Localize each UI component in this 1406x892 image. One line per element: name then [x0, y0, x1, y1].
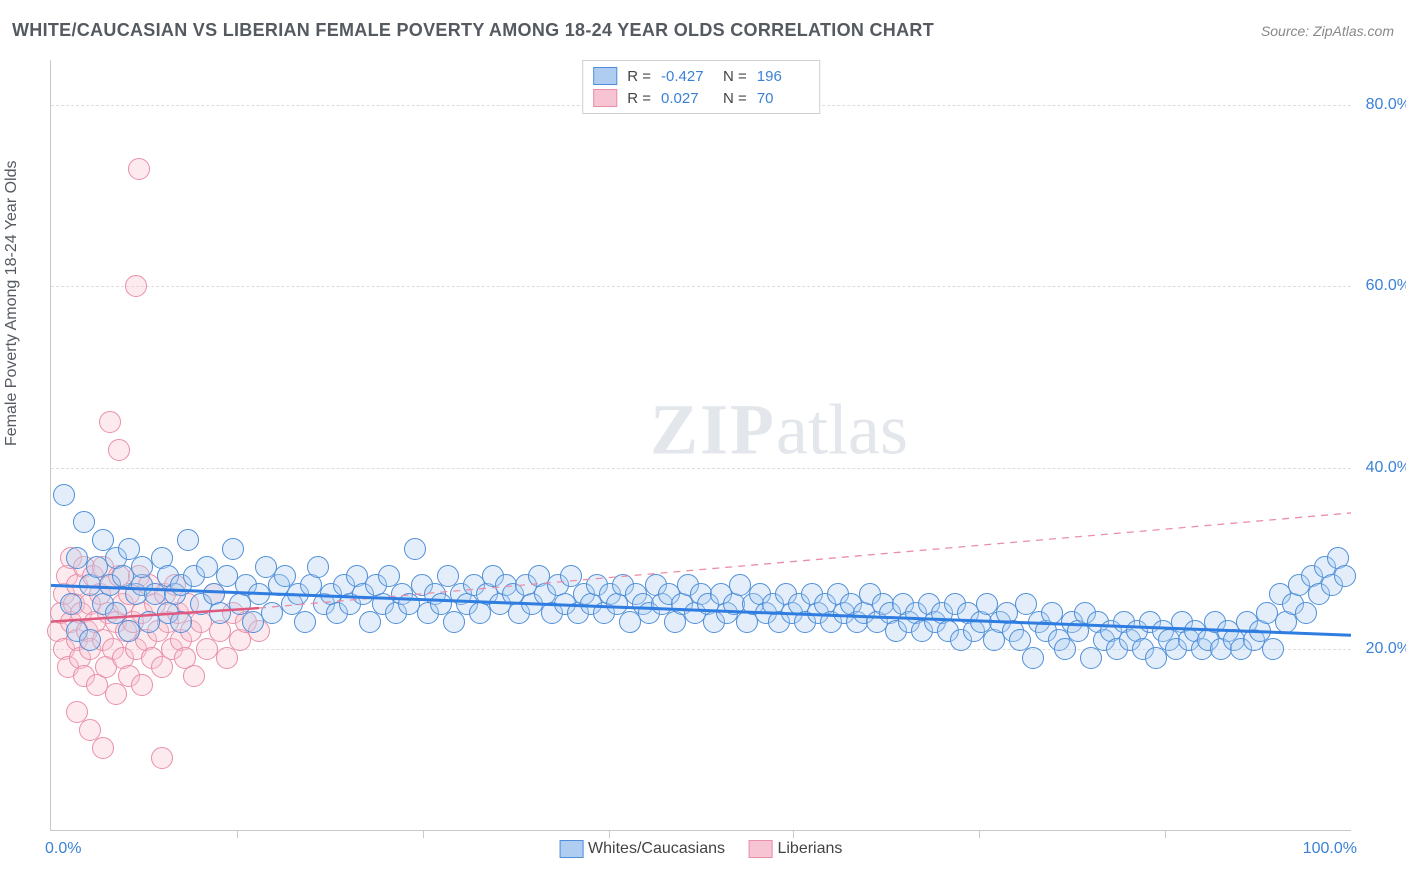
data-point [128, 158, 150, 180]
legend-row-series-b: R = 0.027 N = 70 [593, 87, 809, 109]
data-point [170, 611, 192, 633]
data-point [105, 683, 127, 705]
data-point [294, 611, 316, 633]
watermark: ZIPatlas [650, 388, 908, 471]
swatch-series-a [593, 67, 617, 85]
data-point [73, 511, 95, 533]
x-tick [423, 830, 424, 838]
series-legend: Whites/Caucasians Liberians [560, 840, 843, 858]
data-point [183, 665, 205, 687]
legend-row-series-a: R = -0.427 N = 196 [593, 65, 809, 87]
scatter-plot-area: ZIPatlas R = -0.427 N = 196 R = 0.027 N … [50, 60, 1351, 831]
data-point [1334, 565, 1356, 587]
y-tick-label: 20.0% [1366, 640, 1406, 658]
data-point [1054, 638, 1076, 660]
data-point [92, 737, 114, 759]
chart-title: WHITE/CAUCASIAN VS LIBERIAN FEMALE POVER… [12, 20, 934, 41]
trend-lines [51, 60, 1351, 830]
gridline [51, 286, 1351, 287]
swatch-series-a-icon [560, 840, 584, 858]
correlation-legend: R = -0.427 N = 196 R = 0.027 N = 70 [582, 60, 820, 114]
x-axis-min-label: 0.0% [45, 840, 81, 858]
data-point [359, 611, 381, 633]
data-point [216, 647, 238, 669]
data-point [151, 747, 173, 769]
data-point [53, 484, 75, 506]
legend-item-series-a: Whites/Caucasians [560, 840, 725, 858]
y-tick-label: 60.0% [1366, 277, 1406, 295]
data-point [125, 275, 147, 297]
data-point [60, 593, 82, 615]
data-point [99, 411, 121, 433]
x-tick [793, 830, 794, 838]
data-point [307, 556, 329, 578]
data-point [131, 674, 153, 696]
data-point [177, 529, 199, 551]
y-tick-label: 40.0% [1366, 459, 1406, 477]
data-point [1080, 647, 1102, 669]
data-point [1022, 647, 1044, 669]
data-point [79, 629, 101, 651]
data-point [222, 538, 244, 560]
legend-item-series-b: Liberians [749, 840, 842, 858]
data-point [404, 538, 426, 560]
data-point [108, 439, 130, 461]
source-attribution: Source: ZipAtlas.com [1261, 23, 1394, 39]
x-tick [1165, 830, 1166, 838]
data-point [1295, 602, 1317, 624]
x-tick [979, 830, 980, 838]
x-axis-max-label: 100.0% [1303, 840, 1357, 858]
x-tick [237, 830, 238, 838]
x-tick [609, 830, 610, 838]
gridline [51, 468, 1351, 469]
swatch-series-b [593, 89, 617, 107]
y-axis-title: Female Poverty Among 18-24 Year Olds [3, 161, 21, 447]
y-tick-label: 80.0% [1366, 96, 1406, 114]
swatch-series-b-icon [749, 840, 773, 858]
data-point [443, 611, 465, 633]
data-point [1262, 638, 1284, 660]
